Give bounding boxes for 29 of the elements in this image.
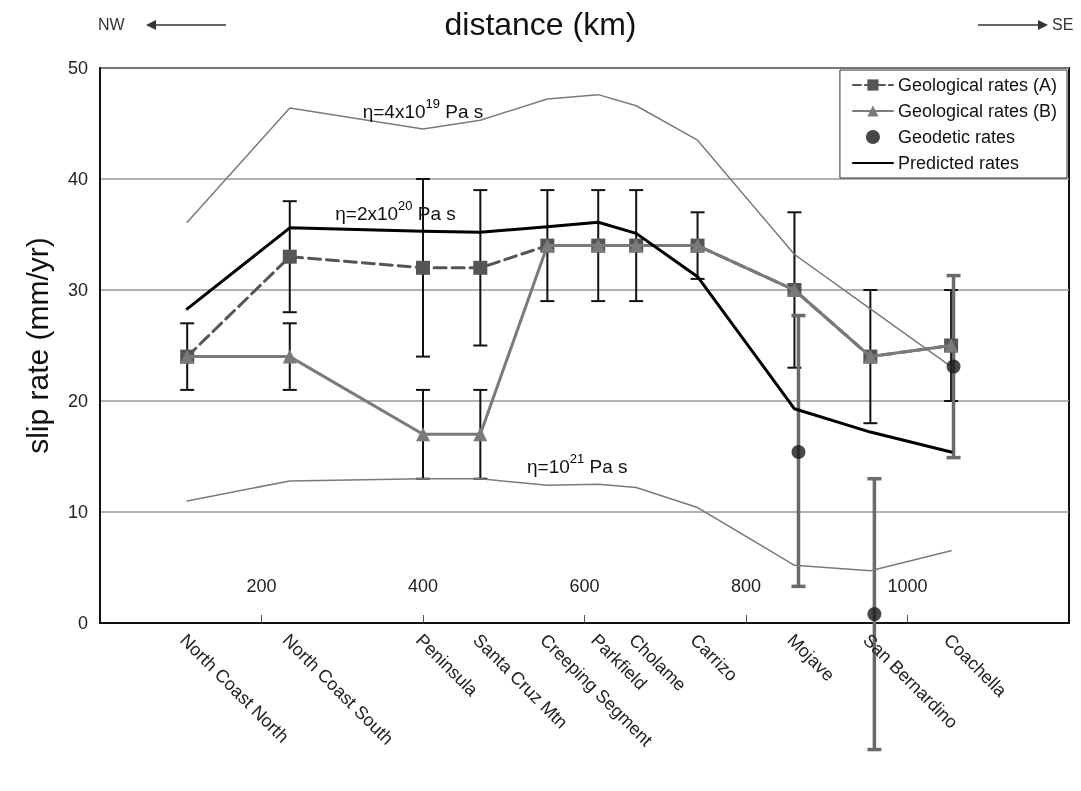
legend-label: Geological rates (B) [897,101,1058,121]
legend-label: Predicted rates [897,153,1019,173]
y-tick-label: 10 [67,502,88,522]
x-axis-title: distance (km) [444,6,637,42]
y-tick-label: 20 [67,391,88,411]
point [867,607,882,622]
x-tick-label: 200 [246,576,277,596]
y-axis-title: slip rate (mm/yr) [20,237,54,454]
x-tick-label: 800 [730,576,762,596]
line-series [186,477,952,572]
x-tick-label: 400 [407,576,439,596]
legend-label: Geodetic rates [897,127,1015,147]
point [282,349,297,364]
x-tick-label: 1000 [887,576,928,596]
y-tick-label: 40 [67,169,88,189]
point [473,427,488,442]
point [416,260,430,275]
x-tick-label: 600 [569,576,600,596]
point [946,359,961,374]
point [473,260,488,275]
point [416,427,430,442]
y-tick-label: 50 [67,58,88,78]
text: NW [98,15,126,33]
point [791,445,806,460]
y-tick-label: 30 [67,280,88,300]
text: SE [1052,15,1074,33]
point [282,249,297,264]
y-tick-label: 0 [77,613,88,633]
legend-label: Geological rates (A) [897,75,1058,95]
